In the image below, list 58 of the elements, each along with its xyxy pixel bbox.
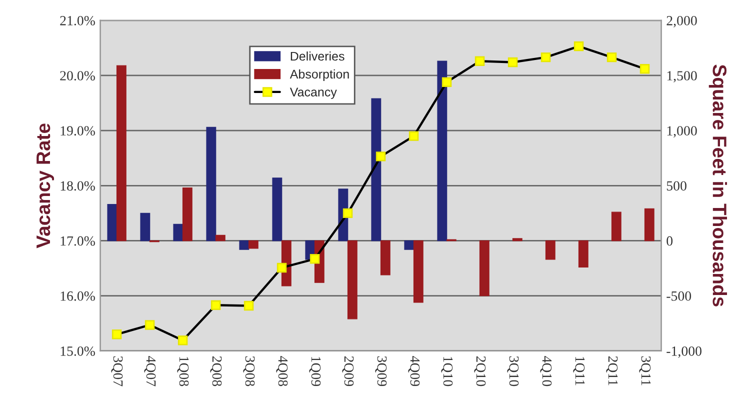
legend-label: Absorption: [290, 69, 349, 82]
bar: [578, 240, 588, 268]
x-tick-label: 2Q11: [606, 356, 618, 386]
y-tick-label: 19.0%: [60, 126, 95, 136]
bar: [545, 240, 556, 260]
x-tick-label: 3Q10: [507, 356, 519, 386]
bar: [404, 240, 414, 250]
bar: [206, 126, 216, 242]
x-tick-label: 1Q08: [177, 356, 189, 386]
legend-label: Deliveries: [290, 51, 344, 61]
bar: [182, 187, 192, 242]
legend-label: Vacancy: [290, 88, 337, 99]
x-tick-label: 1Q10: [441, 356, 453, 386]
bar: [116, 65, 126, 242]
bar: [437, 60, 448, 242]
x-tick-label: 3Q08: [243, 356, 255, 386]
x-tick-label: 4Q10: [540, 356, 552, 386]
bar: [272, 178, 282, 242]
x-tick-label: 1Q11: [573, 356, 585, 386]
y2-axis-title: Square Feet in Thousands: [708, 64, 728, 306]
bar: [479, 240, 490, 296]
y-tick-label: 16.0%: [60, 291, 95, 301]
x-tick-label: 3Q11: [639, 356, 651, 386]
x-tick-label: 4Q09: [408, 356, 420, 386]
bar: [347, 240, 358, 320]
x-tick-label: 4Q07: [144, 356, 156, 386]
bar: [512, 238, 522, 242]
y2-tick-label: 500: [666, 181, 686, 191]
bar: [173, 224, 184, 242]
y-axis-title: Vacancy Rate: [36, 124, 54, 248]
y2-tick-label: 1,500: [667, 71, 697, 82]
y2-tick-label: -500: [666, 291, 692, 301]
y2-tick-label: -1,000: [666, 346, 702, 358]
bar: [413, 240, 424, 303]
y2-tick-label: 1,000: [667, 126, 697, 138]
bar: [107, 204, 118, 242]
y2-tick-label: 2,000: [666, 16, 697, 28]
bar: [644, 208, 654, 242]
x-tick-label: 3Q09: [375, 356, 387, 386]
x-tick-label: 3Q07: [111, 356, 123, 386]
bar: [248, 240, 258, 249]
y2-tick-label: 0: [666, 236, 673, 246]
bar: [215, 234, 226, 242]
x-tick-label: 1Q09: [309, 356, 321, 386]
x-tick-label: 2Q09: [342, 356, 354, 386]
y-tick-label: 17.0%: [60, 236, 95, 246]
bar: [380, 240, 390, 276]
bar: [239, 240, 250, 250]
x-tick-label: 2Q10: [474, 356, 486, 386]
y-tick-label: 21.0%: [60, 16, 95, 26]
y-tick-label: 15.0%: [60, 346, 95, 356]
y-tick-label: 18.0%: [60, 181, 95, 191]
x-tick-label: 4Q08: [276, 356, 288, 386]
y-tick-label: 20.0%: [60, 71, 95, 80]
bar: [611, 212, 622, 242]
bar: [371, 98, 382, 242]
x-tick-label: 2Q08: [210, 356, 222, 386]
bar: [140, 212, 150, 242]
